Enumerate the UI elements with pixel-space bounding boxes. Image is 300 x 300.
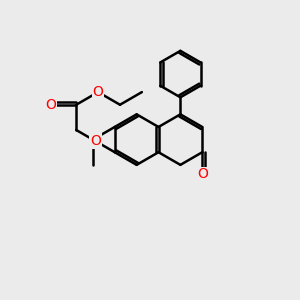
Text: O: O: [197, 167, 208, 182]
Text: O: O: [46, 98, 56, 112]
Text: O: O: [93, 85, 104, 99]
Text: O: O: [90, 134, 101, 148]
